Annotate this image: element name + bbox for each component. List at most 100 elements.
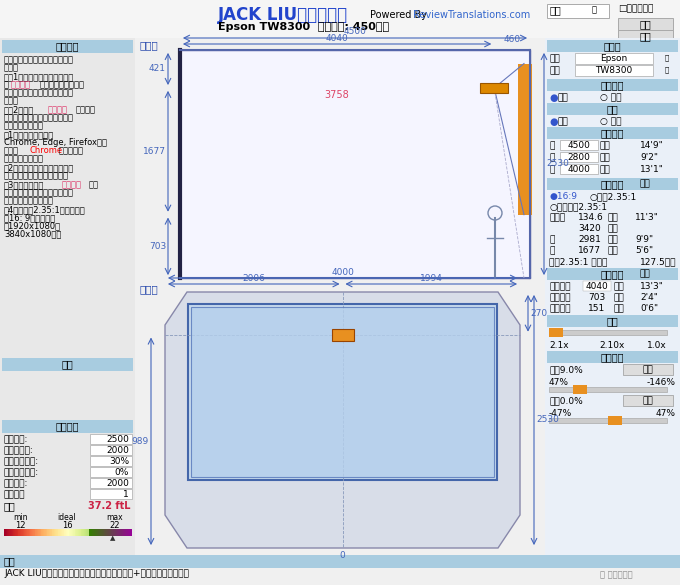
Text: max: max	[107, 513, 123, 522]
Bar	[15, 529, 16, 536]
Bar	[46, 529, 48, 536]
Text: 9'2": 9'2"	[640, 153, 658, 162]
Bar	[7, 529, 8, 536]
Text: 2530: 2530	[546, 160, 569, 168]
Text: 亮度: 亮度	[4, 501, 16, 511]
Bar	[82, 529, 83, 536]
Bar	[95, 529, 96, 536]
Bar	[114, 529, 115, 536]
Text: 荐使用: 荐使用	[4, 146, 19, 155]
Text: （1920x1080，: （1920x1080，	[4, 221, 61, 230]
Bar	[560, 152, 598, 162]
Bar	[26, 529, 27, 536]
Text: 13'3": 13'3"	[640, 282, 664, 291]
Text: 2000: 2000	[106, 446, 129, 455]
Bar	[110, 529, 112, 536]
Text: 和最大安装距离。: 和最大安装距离。	[4, 121, 44, 130]
Text: 毫米: 毫米	[607, 224, 617, 233]
Bar	[547, 127, 678, 139]
Bar	[52, 529, 53, 536]
Text: 0'6": 0'6"	[640, 304, 658, 313]
Text: 重置: 重置	[639, 19, 651, 29]
Bar	[60, 529, 61, 536]
Bar	[123, 529, 124, 536]
Bar	[127, 529, 128, 536]
Text: 注3：投射偏移是: 注3：投射偏移是	[4, 180, 44, 189]
Bar	[17, 529, 18, 536]
Text: 校准后流明:: 校准后流明:	[4, 446, 34, 455]
Bar	[549, 328, 563, 337]
Bar	[119, 529, 120, 536]
Bar	[101, 529, 102, 536]
Bar	[107, 529, 108, 536]
Bar	[84, 529, 85, 536]
Bar	[94, 529, 95, 536]
Bar	[83, 529, 84, 536]
Bar	[9, 529, 10, 536]
Bar	[108, 529, 109, 536]
Text: 选择目标机型，安装方式和房间: 选择目标机型，安装方式和房间	[4, 55, 74, 64]
Text: 460: 460	[504, 35, 521, 44]
Bar	[93, 529, 95, 536]
Text: 1677: 1677	[143, 147, 166, 156]
Text: 水平0.0%: 水平0.0%	[549, 396, 583, 405]
Bar	[10, 529, 11, 536]
Bar	[90, 529, 92, 536]
Text: 锁定: 锁定	[640, 179, 651, 188]
Bar	[99, 529, 100, 536]
Text: 毫米: 毫米	[600, 165, 611, 174]
Bar	[62, 529, 63, 536]
Bar	[50, 529, 51, 536]
Text: 焦和镜头移位而获得画面尺寸和: 焦和镜头移位而获得画面尺寸和	[4, 88, 74, 97]
Bar	[549, 330, 667, 335]
Text: 型号: 型号	[549, 66, 560, 75]
Text: 2.10x: 2.10x	[599, 341, 625, 350]
Text: 单位: 单位	[606, 104, 618, 114]
Bar	[90, 467, 132, 477]
Text: 47%: 47%	[656, 409, 676, 418]
Bar	[105, 529, 106, 536]
Bar	[90, 478, 132, 488]
Bar	[14, 529, 15, 536]
Bar	[575, 65, 653, 76]
Bar	[120, 529, 121, 536]
Text: 1994: 1994	[420, 274, 443, 283]
Text: 9'9": 9'9"	[635, 235, 653, 244]
Bar	[623, 364, 673, 375]
Bar	[49, 529, 50, 536]
Text: 镜头移位: 镜头移位	[600, 352, 624, 362]
Text: 打印: 打印	[639, 31, 651, 41]
Bar	[21, 529, 22, 536]
Bar	[102, 529, 103, 536]
Text: 151: 151	[588, 304, 606, 313]
Bar	[118, 529, 119, 536]
Text: 989: 989	[132, 437, 149, 446]
Bar	[547, 268, 678, 280]
Bar	[545, 38, 680, 555]
Bar	[5, 529, 7, 536]
Text: 位置。: 位置。	[4, 96, 19, 105]
Bar	[547, 178, 678, 190]
Bar	[85, 529, 86, 536]
Bar	[8, 529, 9, 536]
Bar	[480, 83, 508, 93]
Bar	[0, 555, 680, 568]
Text: ●: ●	[549, 117, 558, 127]
Bar	[19, 529, 20, 536]
Text: 重置: 重置	[643, 396, 653, 405]
Bar	[560, 164, 598, 174]
Text: 画面尺寸: 画面尺寸	[48, 105, 68, 114]
Bar	[0, 568, 680, 585]
Bar	[43, 529, 44, 536]
Bar	[135, 38, 545, 555]
Text: 以获得最佳: 以获得最佳	[59, 146, 84, 155]
Bar	[53, 529, 54, 536]
Bar	[575, 53, 653, 64]
Text: 品牌: 品牌	[549, 54, 560, 63]
Bar	[608, 416, 622, 425]
Bar	[332, 329, 354, 340]
Text: 性能和全部功能。: 性能和全部功能。	[4, 154, 44, 163]
Bar	[180, 50, 530, 278]
Bar	[560, 140, 598, 150]
Text: 13'1": 13'1"	[640, 165, 664, 174]
